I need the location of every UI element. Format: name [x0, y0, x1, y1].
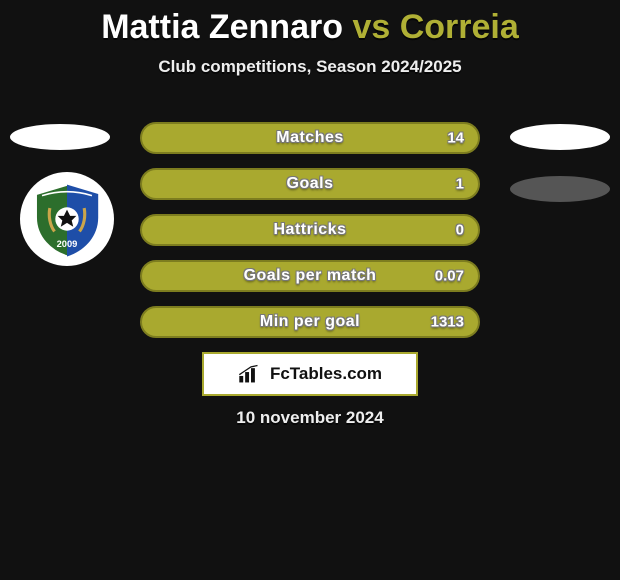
stat-value: 14: [447, 130, 464, 147]
stat-row: Matches 14: [140, 122, 480, 154]
player1-name: Mattia Zennaro: [101, 8, 343, 46]
player1-photo-placeholder: [10, 124, 110, 150]
stat-row: Min per goal 1313: [140, 306, 480, 338]
source-name: FcTables.com: [270, 364, 382, 384]
vs-text: vs: [352, 8, 390, 46]
crest-icon: 2009: [28, 180, 106, 258]
stat-label: Min per goal: [260, 313, 360, 331]
svg-text:2009: 2009: [57, 239, 78, 249]
stat-value: 0.07: [435, 268, 464, 285]
stats-bars: Matches 14 Goals 1 Hattricks 0 Goals per…: [140, 122, 480, 352]
stat-value: 0: [456, 222, 464, 239]
player1-club-crest: 2009: [20, 172, 114, 266]
player2-photo-placeholder: [510, 124, 610, 150]
stat-label: Hattricks: [274, 221, 347, 239]
stat-label: Goals: [287, 175, 334, 193]
stat-label: Matches: [276, 129, 344, 147]
stat-row: Goals per match 0.07: [140, 260, 480, 292]
player2-name: Correia: [400, 8, 519, 46]
page-title: Mattia Zennaro vs Correia: [0, 0, 620, 47]
barchart-icon: [238, 364, 264, 384]
player2-club-placeholder: [510, 176, 610, 202]
subtitle: Club competitions, Season 2024/2025: [0, 57, 620, 77]
stat-value: 1313: [431, 314, 464, 331]
source-logo: FcTables.com: [202, 352, 418, 396]
stat-value: 1: [456, 176, 464, 193]
generated-date: 10 november 2024: [0, 408, 620, 428]
stat-row: Goals 1: [140, 168, 480, 200]
stat-row: Hattricks 0: [140, 214, 480, 246]
stat-label: Goals per match: [244, 267, 377, 285]
